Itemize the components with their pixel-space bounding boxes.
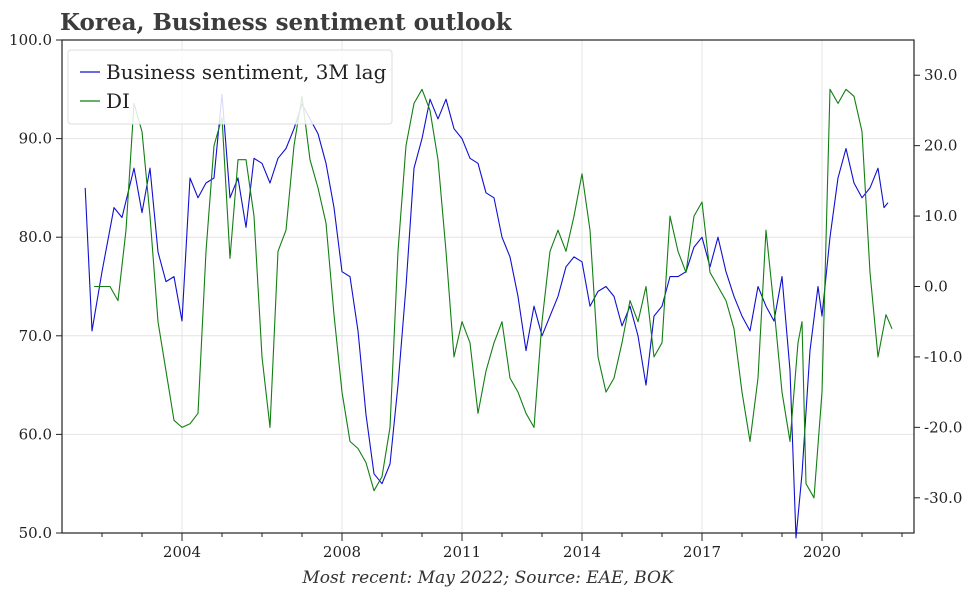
x-tick-label: 2008 <box>323 543 361 561</box>
legend-label-business-sentiment: Business sentiment, 3M lag <box>106 60 387 84</box>
series-line-di <box>94 88 893 499</box>
footnote: Most recent: May 2022; Source: EAE, BOK <box>301 568 675 588</box>
x-tick-label: 2020 <box>803 543 841 561</box>
y-right-tick-label: 0.0 <box>924 278 948 296</box>
legend: Business sentiment, 3M lag DI <box>67 49 393 125</box>
y-left-tick-label: 90.0 <box>19 130 52 148</box>
y-right-tick-label: -30.0 <box>924 489 962 507</box>
y-axis-left: 50.0 60.0 70.0 80.0 90.0 100.0 <box>9 31 62 542</box>
y-right-tick-label: -10.0 <box>924 348 962 366</box>
series-line-business-sentiment <box>84 93 889 539</box>
y-right-tick-label: -20.0 <box>924 418 962 436</box>
y-left-tick-label: 70.0 <box>19 327 52 345</box>
legend-label-di: DI <box>106 89 130 113</box>
y-left-tick-label: 80.0 <box>19 228 52 246</box>
y-right-tick-label: 20.0 <box>924 137 957 155</box>
x-tick-label: 2017 <box>683 543 721 561</box>
y-left-tick-label: 60.0 <box>19 425 52 443</box>
y-right-tick-label: 10.0 <box>924 207 957 225</box>
chart-title: Korea, Business sentiment outlook <box>60 9 513 36</box>
x-tick-label: 2004 <box>163 543 201 561</box>
y-axis-right: -30.0 -20.0 -10.0 0.0 10.0 20.0 30.0 <box>914 66 962 507</box>
y-right-tick-label: 30.0 <box>924 66 957 84</box>
x-tick-label: 2014 <box>563 543 601 561</box>
x-tick-label: 2011 <box>443 543 481 561</box>
x-axis: 2004 2008 2011 2014 2017 2020 <box>101 533 903 561</box>
legend-box <box>67 49 393 125</box>
series-lines <box>84 88 893 539</box>
y-left-tick-label: 50.0 <box>19 524 52 542</box>
y-left-tick-label: 100.0 <box>9 31 52 49</box>
